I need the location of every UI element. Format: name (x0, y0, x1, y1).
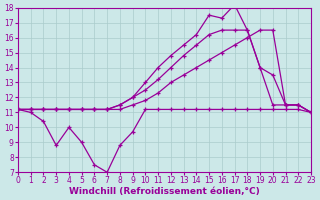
X-axis label: Windchill (Refroidissement éolien,°C): Windchill (Refroidissement éolien,°C) (69, 187, 260, 196)
